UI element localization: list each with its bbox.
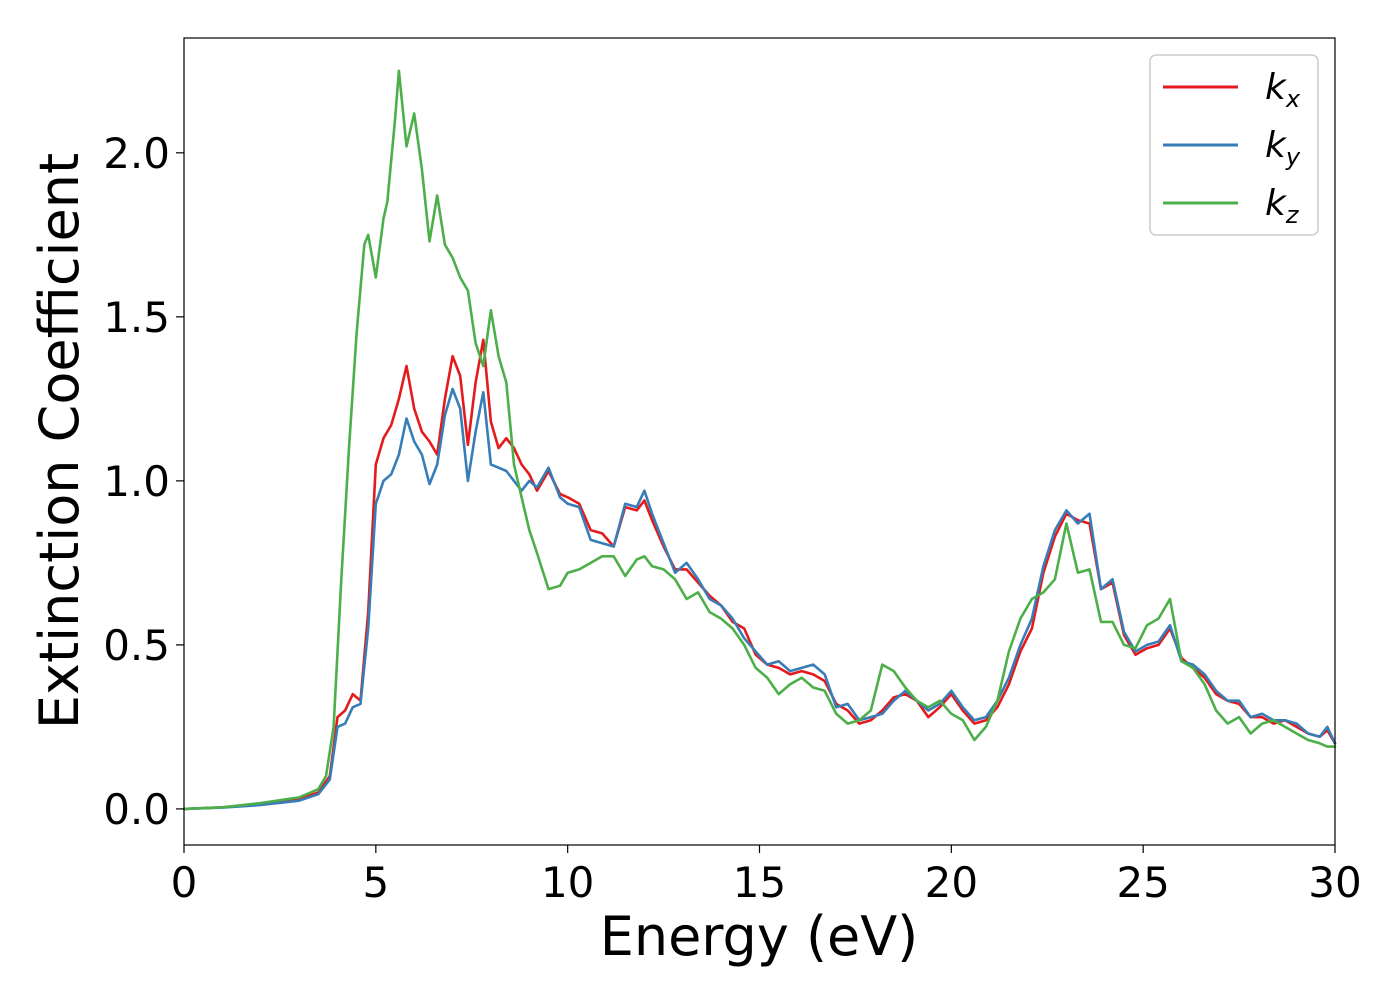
y-tick-label: 0.5 bbox=[103, 621, 170, 670]
x-axis-ticks: 0 5 10 15 20 25 30 bbox=[171, 845, 1362, 907]
y-tick-label: 1.5 bbox=[103, 293, 170, 342]
plot-background bbox=[184, 38, 1335, 845]
legend-label-z: kz bbox=[1265, 183, 1300, 229]
series-line-x bbox=[182, 338, 1337, 811]
y-tick-label: 0.0 bbox=[103, 785, 170, 834]
y-axis-title: Extinction Coefficient bbox=[28, 153, 91, 729]
legend-label-x: kx bbox=[1265, 67, 1301, 113]
y-axis-ticks: 0.0 0.5 1.0 1.5 2.0 bbox=[103, 129, 184, 834]
y-tick-label: 1.0 bbox=[103, 457, 170, 506]
legend-label-y: ky bbox=[1265, 125, 1301, 171]
legend-label-main: k bbox=[1265, 125, 1288, 166]
series-line-y bbox=[182, 387, 1337, 811]
x-tick-label: 25 bbox=[1116, 858, 1169, 907]
x-tick-label: 30 bbox=[1308, 858, 1361, 907]
legend-label-subscript: x bbox=[1285, 85, 1301, 113]
x-tick-label: 0 bbox=[171, 858, 198, 907]
x-tick-label: 5 bbox=[362, 858, 389, 907]
legend-label-subscript: y bbox=[1285, 143, 1301, 171]
legend-label-subscript: z bbox=[1285, 201, 1300, 229]
x-tick-label: 20 bbox=[925, 858, 978, 907]
y-tick-label: 2.0 bbox=[103, 129, 170, 178]
x-axis-title: Energy (eV) bbox=[600, 905, 919, 968]
x-tick-label: 15 bbox=[733, 858, 786, 907]
legend-label-main: k bbox=[1265, 183, 1288, 224]
legend-label-main: k bbox=[1265, 67, 1288, 108]
series-line-z bbox=[182, 69, 1337, 811]
series-layer bbox=[182, 69, 1337, 811]
x-tick-label: 10 bbox=[541, 858, 594, 907]
